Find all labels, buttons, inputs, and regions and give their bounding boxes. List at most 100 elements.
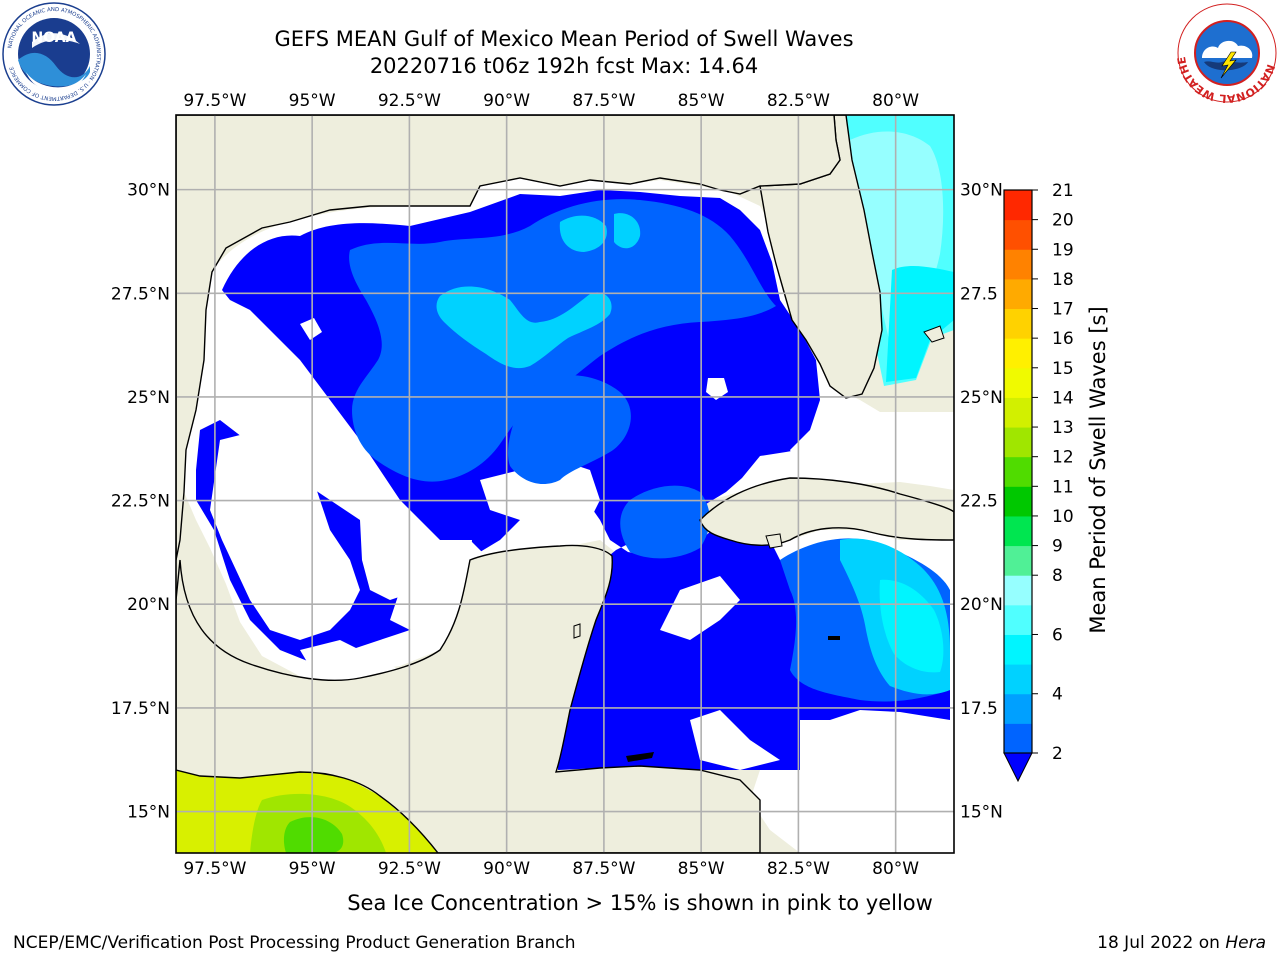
island-andros [923, 325, 945, 343]
chart-title: GEFS MEAN Gulf of Mexico Mean Period of … [274, 27, 854, 51]
lat-ticks-left: 30°N 27.5°N 25°N 22.5°N 20°N 17.5°N 15°N [111, 181, 170, 823]
noaa-logo-text: NOAA [32, 30, 77, 46]
white-patch-east [890, 420, 950, 480]
colorbar-segment [1004, 486, 1032, 517]
credit-text: NCEP/EMC/Verification Post Processing Pr… [13, 933, 576, 953]
lat-tick-label-right: 20°N [960, 595, 1003, 615]
lon-tick-label: 95°W [289, 859, 336, 879]
colorbar-tick-label: 2 [1052, 744, 1063, 764]
lon-tick-label: 92.5°W [378, 859, 441, 879]
colorbar-tick-label: 12 [1052, 448, 1074, 468]
lon-tick-label: 97.5°W [183, 859, 246, 879]
colorbar-segment [1004, 456, 1032, 487]
lon-tick-label: 85°W [678, 859, 725, 879]
colorbar-tick-label: 16 [1052, 329, 1074, 349]
atlantic-outer [886, 266, 954, 382]
colorbar-segment [1004, 249, 1032, 280]
colorbar-segment [1004, 664, 1032, 695]
lon-ticks-bottom: 97.5°W 95°W 92.5°W 90°W 87.5°W 85°W 82.5°W 80°W [183, 859, 919, 879]
lat-tick-label: 20°N [127, 595, 170, 615]
swell-zone-4-6-north [559, 215, 607, 252]
swell-zone-4-6-nne [614, 213, 641, 249]
chart-subtitle: 20220716 t06z 192h fcst Max: 14.64 [369, 54, 759, 78]
lon-ticks-top: 97.5°W 95°W 92.5°W 90°W 87.5°W 85°W 82.5°W 80°W [183, 91, 919, 111]
white-patch-north [706, 378, 728, 400]
lat-tick-label-right: 15°N [960, 803, 1003, 823]
colorbar-segment [1004, 604, 1032, 635]
white-patch-center [480, 460, 600, 526]
colorbar-segment [1004, 308, 1032, 339]
us-gulf-coast-land [176, 115, 841, 561]
white-patch-south [390, 540, 490, 630]
colorbar-segment [1004, 219, 1032, 250]
white-patch-caribbean-south [690, 710, 780, 770]
colorbar-segment [1004, 427, 1032, 458]
map-gridlines [176, 115, 954, 853]
colorbar-tick-label: 8 [1052, 566, 1063, 586]
cuba-land [699, 477, 954, 546]
colorbar-tick-label: 18 [1052, 270, 1074, 290]
colorbar-segment [1004, 278, 1032, 310]
lat-tick-label-right: 27.5 [960, 284, 998, 304]
colorbar-tick-label: 4 [1052, 685, 1063, 705]
colorbar-tick-label: 19 [1052, 240, 1074, 260]
colorbar-tick-label: 17 [1052, 300, 1074, 320]
colorbar-tick-label: 21 [1052, 181, 1074, 201]
colorbar-segment [1004, 397, 1032, 428]
map-frame [175, 114, 955, 854]
lon-tick-label: 80°W [872, 859, 919, 879]
white-patch-southwest [300, 640, 400, 684]
colorbar-label: Mean Period of Swell Waves [s] [1086, 306, 1110, 634]
lat-tick-label-right: 22.5 [960, 492, 998, 512]
island-isle-of-youth [765, 533, 783, 549]
lat-tick-label: 30°N [127, 181, 170, 201]
island-cozumel [573, 623, 581, 639]
colorbar-segment [1004, 545, 1032, 576]
lon-tick-label: 92.5°W [378, 91, 441, 111]
lat-tick-label-right: 17.5 [960, 699, 998, 719]
white-patch-keys [790, 400, 880, 480]
colorbar-tick-label: 20 [1052, 211, 1074, 231]
lat-tick-label: 17.5°N [111, 699, 170, 719]
colorbar-extend-arrow [1003, 752, 1033, 783]
yucatan-land [176, 544, 761, 853]
white-patch-yucatan-channel [660, 576, 740, 640]
colorbar-segment [1004, 693, 1032, 724]
colorbar-tick-label: 10 [1052, 507, 1074, 527]
lon-tick-label: 82.5°W [767, 91, 830, 111]
lat-tick-label-right: 30°N [960, 181, 1003, 201]
sea-ice-caption: Sea Ice Concentration > 15% is shown in … [347, 891, 933, 915]
colorbar: 2 4 6 8 9 10 11 12 13 14 15 16 17 18 19 20 21 [1003, 181, 1074, 783]
colorbar-tick-label: 14 [1052, 388, 1074, 408]
noaa-logo: NATIONAL OCEANIC AND ATMOSPHERIC ADMINIS… [2, 2, 106, 106]
run-host: Hera [1225, 933, 1266, 953]
lon-tick-label: 80°W [872, 91, 919, 111]
colorbar-segment [1004, 634, 1032, 665]
swell-zone-2-4-center [508, 375, 631, 485]
national-weather-service-logo: NATIONAL WEATHER SERVICE [1176, 2, 1277, 104]
lon-tick-label: 82.5°W [767, 859, 830, 879]
white-patch-nw [300, 318, 322, 340]
lon-tick-label: 87.5°W [572, 859, 635, 879]
colorbar-segment [1004, 575, 1032, 606]
colorbar-segment [1004, 190, 1032, 221]
run-date: 18 Jul 2022 on Hera [1097, 933, 1266, 953]
white-patch-west [210, 430, 360, 640]
lon-tick-label: 90°W [483, 91, 530, 111]
island-cayman [828, 636, 840, 640]
white-patch-caribbean-south2 [830, 736, 870, 770]
lon-tick-label: 95°W [289, 91, 336, 111]
swell-zone-4-6 [436, 286, 612, 369]
swell-zone-2-4-south [620, 485, 710, 559]
lat-tick-label: 15°N [127, 803, 170, 823]
land-masses [176, 115, 954, 853]
colorbar-segment [1004, 338, 1032, 369]
lat-tick-label: 25°N [127, 388, 170, 408]
island-bay-islands [626, 752, 654, 762]
colorbar-tick-label: 13 [1052, 418, 1074, 438]
run-date-text: 18 Jul 2022 on [1097, 933, 1220, 953]
colorbar-segment [1004, 367, 1032, 398]
pacific-field-green-dark [283, 817, 344, 853]
lon-tick-label: 97.5°W [183, 91, 246, 111]
